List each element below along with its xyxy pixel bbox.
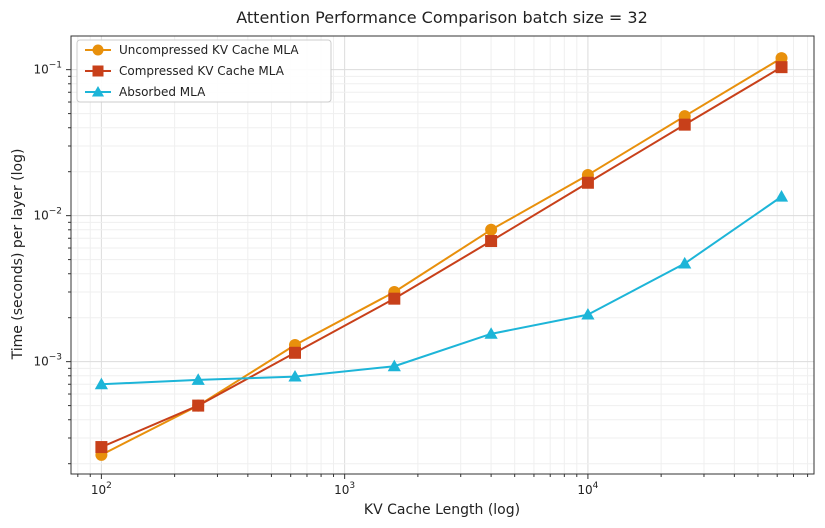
data-point bbox=[288, 346, 301, 359]
legend-label: Compressed KV Cache MLA bbox=[119, 64, 285, 78]
legend-label: Uncompressed KV Cache MLA bbox=[119, 43, 299, 57]
data-point bbox=[775, 61, 788, 74]
legend-item: Uncompressed KV Cache MLA bbox=[85, 43, 299, 57]
legend-label: Absorbed MLA bbox=[119, 85, 206, 99]
series-3 bbox=[94, 190, 789, 390]
y-axis-label: Time (seconds) per layer (log) bbox=[10, 149, 26, 361]
y-tick-label: 10−1 bbox=[33, 61, 62, 77]
y-tick-label: 10−2 bbox=[33, 207, 62, 223]
x-tick-label: 103 bbox=[334, 481, 355, 497]
data-point bbox=[774, 190, 789, 202]
grid bbox=[71, 36, 814, 474]
series-line bbox=[100, 66, 783, 448]
chart-title: Attention Performance Comparison batch s… bbox=[236, 8, 648, 27]
data-point bbox=[485, 223, 498, 236]
data-point bbox=[95, 441, 108, 454]
legend: Uncompressed KV Cache MLA Compressed KV C… bbox=[76, 39, 332, 103]
y-tick-label: 10−3 bbox=[33, 353, 62, 369]
series-line bbox=[101, 195, 783, 386]
plot-frame bbox=[70, 35, 815, 475]
legend-marker bbox=[91, 85, 105, 97]
legend-item: Absorbed MLA bbox=[85, 85, 206, 99]
data-point bbox=[678, 256, 692, 269]
legend-box bbox=[76, 39, 332, 103]
data-point bbox=[581, 308, 595, 320]
data-point bbox=[388, 292, 401, 305]
legend-marker bbox=[92, 65, 104, 77]
data-point bbox=[192, 399, 205, 412]
series-line bbox=[100, 57, 783, 456]
series-layer bbox=[94, 52, 789, 461]
legend-marker bbox=[92, 44, 104, 56]
data-point bbox=[94, 377, 108, 390]
x-tick-label: 104 bbox=[577, 481, 598, 497]
legend-item: Compressed KV Cache MLA bbox=[85, 64, 285, 78]
data-point bbox=[678, 118, 691, 131]
series-2 bbox=[95, 61, 788, 454]
data-point bbox=[485, 235, 498, 248]
data-point bbox=[288, 369, 302, 382]
data-point bbox=[191, 373, 205, 385]
data-point bbox=[581, 176, 594, 189]
data-point bbox=[484, 327, 498, 339]
axis-ticks: 102 103 104 10−3 10−2 10−1 bbox=[33, 61, 809, 497]
data-point bbox=[387, 359, 401, 372]
x-axis-label: KV Cache Length (log) bbox=[364, 502, 520, 518]
x-tick-label: 102 bbox=[91, 481, 112, 497]
data-point bbox=[775, 52, 788, 65]
